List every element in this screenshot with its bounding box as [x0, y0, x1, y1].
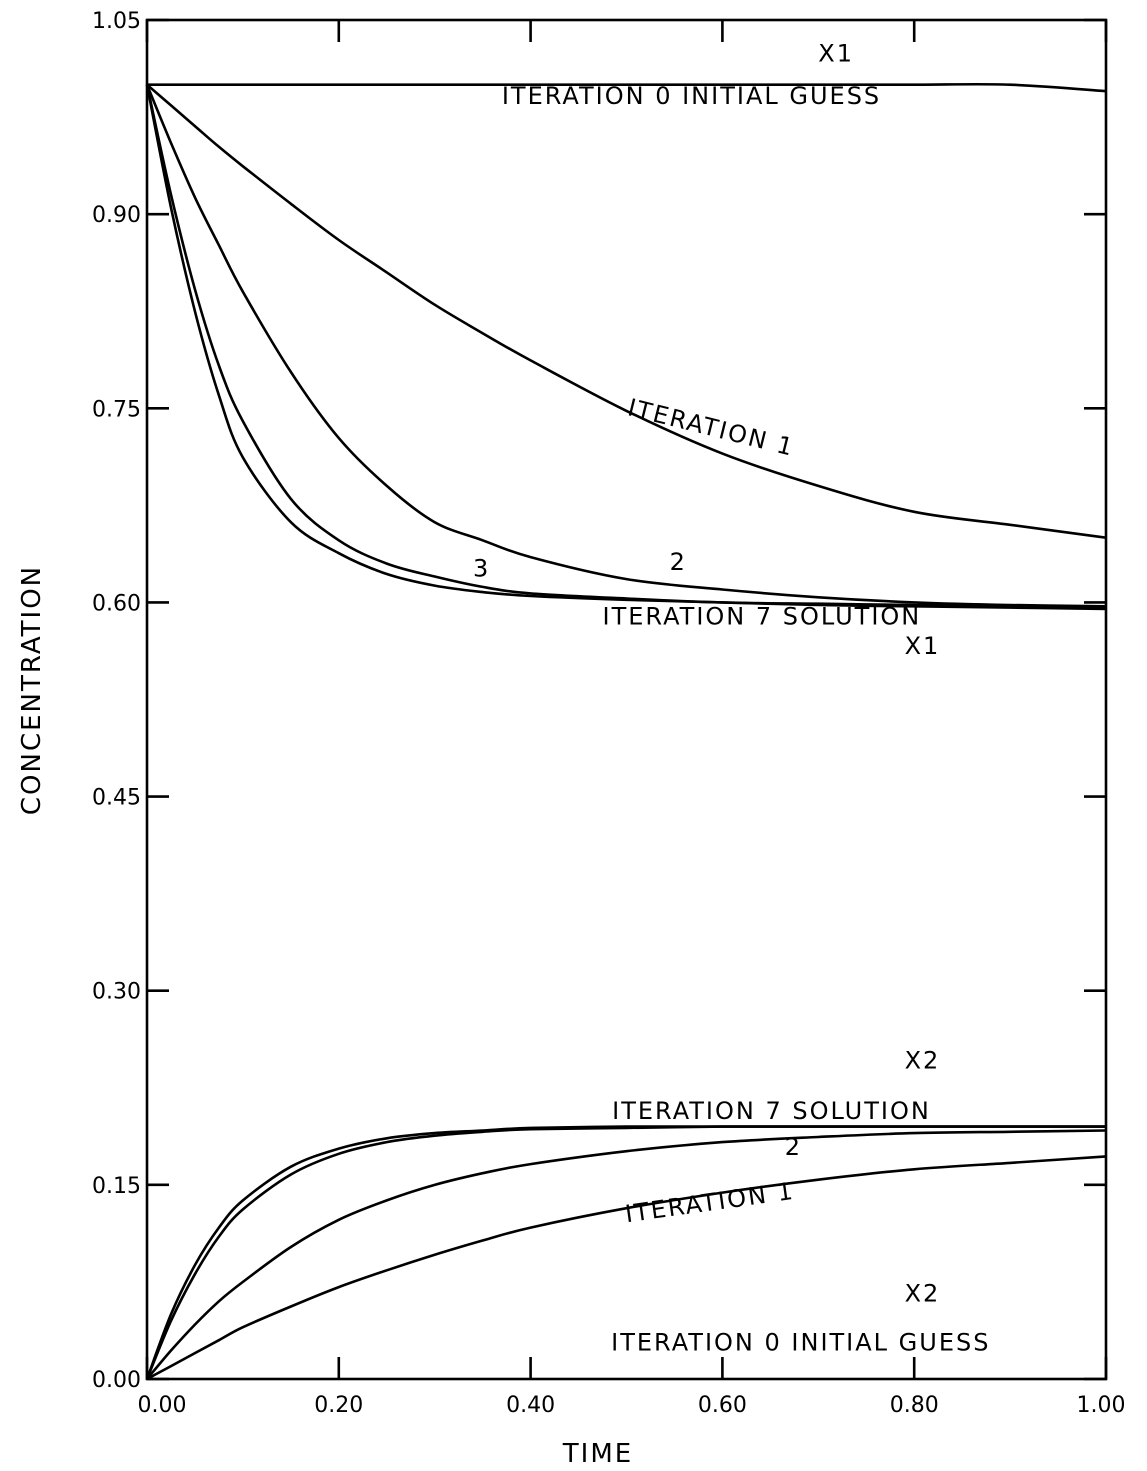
curve-annotation: ITERATION 0 INITIAL GUESS [611, 1329, 990, 1357]
curve-annotation: ITERATION 7 SOLUTION [612, 1097, 931, 1125]
curve-annotation: 2 [670, 548, 687, 576]
y-tick-label: 0.90 [92, 203, 141, 228]
y-tick-label: 0.75 [92, 397, 141, 422]
x-tick-labels: 0.00 0.20 0.40 0.60 0.80 1.00 [138, 1393, 1126, 1418]
series-line-1 [146, 83, 1107, 539]
curve-annotation: 3 [473, 555, 490, 583]
y-axis-title: CONCENTRATION [17, 565, 47, 815]
curve-annotation: X2 [905, 1046, 941, 1074]
x-tick-label: 0.80 [890, 1393, 939, 1418]
curve-annotation: ITERATION 0 INITIAL GUESS [502, 82, 881, 110]
x-tick-label: 1.00 [1077, 1393, 1126, 1418]
curve-annotation: X2 [905, 1279, 941, 1307]
curve-annotation: ITERATION 1 [623, 1177, 796, 1228]
x-tick-label: 0.60 [698, 1393, 747, 1418]
axis-ticks [145, 18, 1108, 1381]
curve-annotation: X1 [905, 632, 941, 660]
curve-annotation: ITERATION 7 SOLUTION [603, 602, 922, 630]
series-line-4 [145, 84, 1107, 611]
series-curves [145, 82, 1107, 1381]
curve-annotation: ITERATION 1 [625, 393, 797, 461]
curve-annotation: 2 [785, 1133, 802, 1161]
y-tick-label: 0.45 [92, 786, 141, 811]
curve-annotation: X1 [818, 39, 854, 67]
x-tick-label: 0.20 [314, 1393, 363, 1418]
x-axis-title: TIME [562, 1439, 633, 1469]
y-tick-label: 0.00 [92, 1368, 141, 1393]
y-tick-label: 1.05 [92, 9, 141, 34]
series-line-6 [146, 1129, 1107, 1380]
y-tick-label: 0.15 [92, 1174, 141, 1199]
y-tick-label: 0.30 [92, 980, 141, 1005]
series-line-2 [145, 84, 1107, 608]
series-line-5 [146, 1155, 1107, 1381]
series-line-3 [145, 84, 1107, 609]
y-tick-label: 0.60 [92, 591, 141, 616]
x-tick-label: 0.00 [138, 1393, 187, 1418]
series-line-8 [145, 1125, 1106, 1380]
series-line-0 [147, 82, 1107, 93]
y-tick-labels: 0.00 0.15 0.30 0.45 0.60 0.75 0.90 1.05 [92, 9, 141, 1393]
plot-frame [145, 18, 1108, 1381]
curve-annotations: X1 ITERATION 0 INITIAL GUESS ITERATION 1 2 3… [473, 39, 990, 1357]
x-tick-label: 0.40 [506, 1393, 555, 1418]
